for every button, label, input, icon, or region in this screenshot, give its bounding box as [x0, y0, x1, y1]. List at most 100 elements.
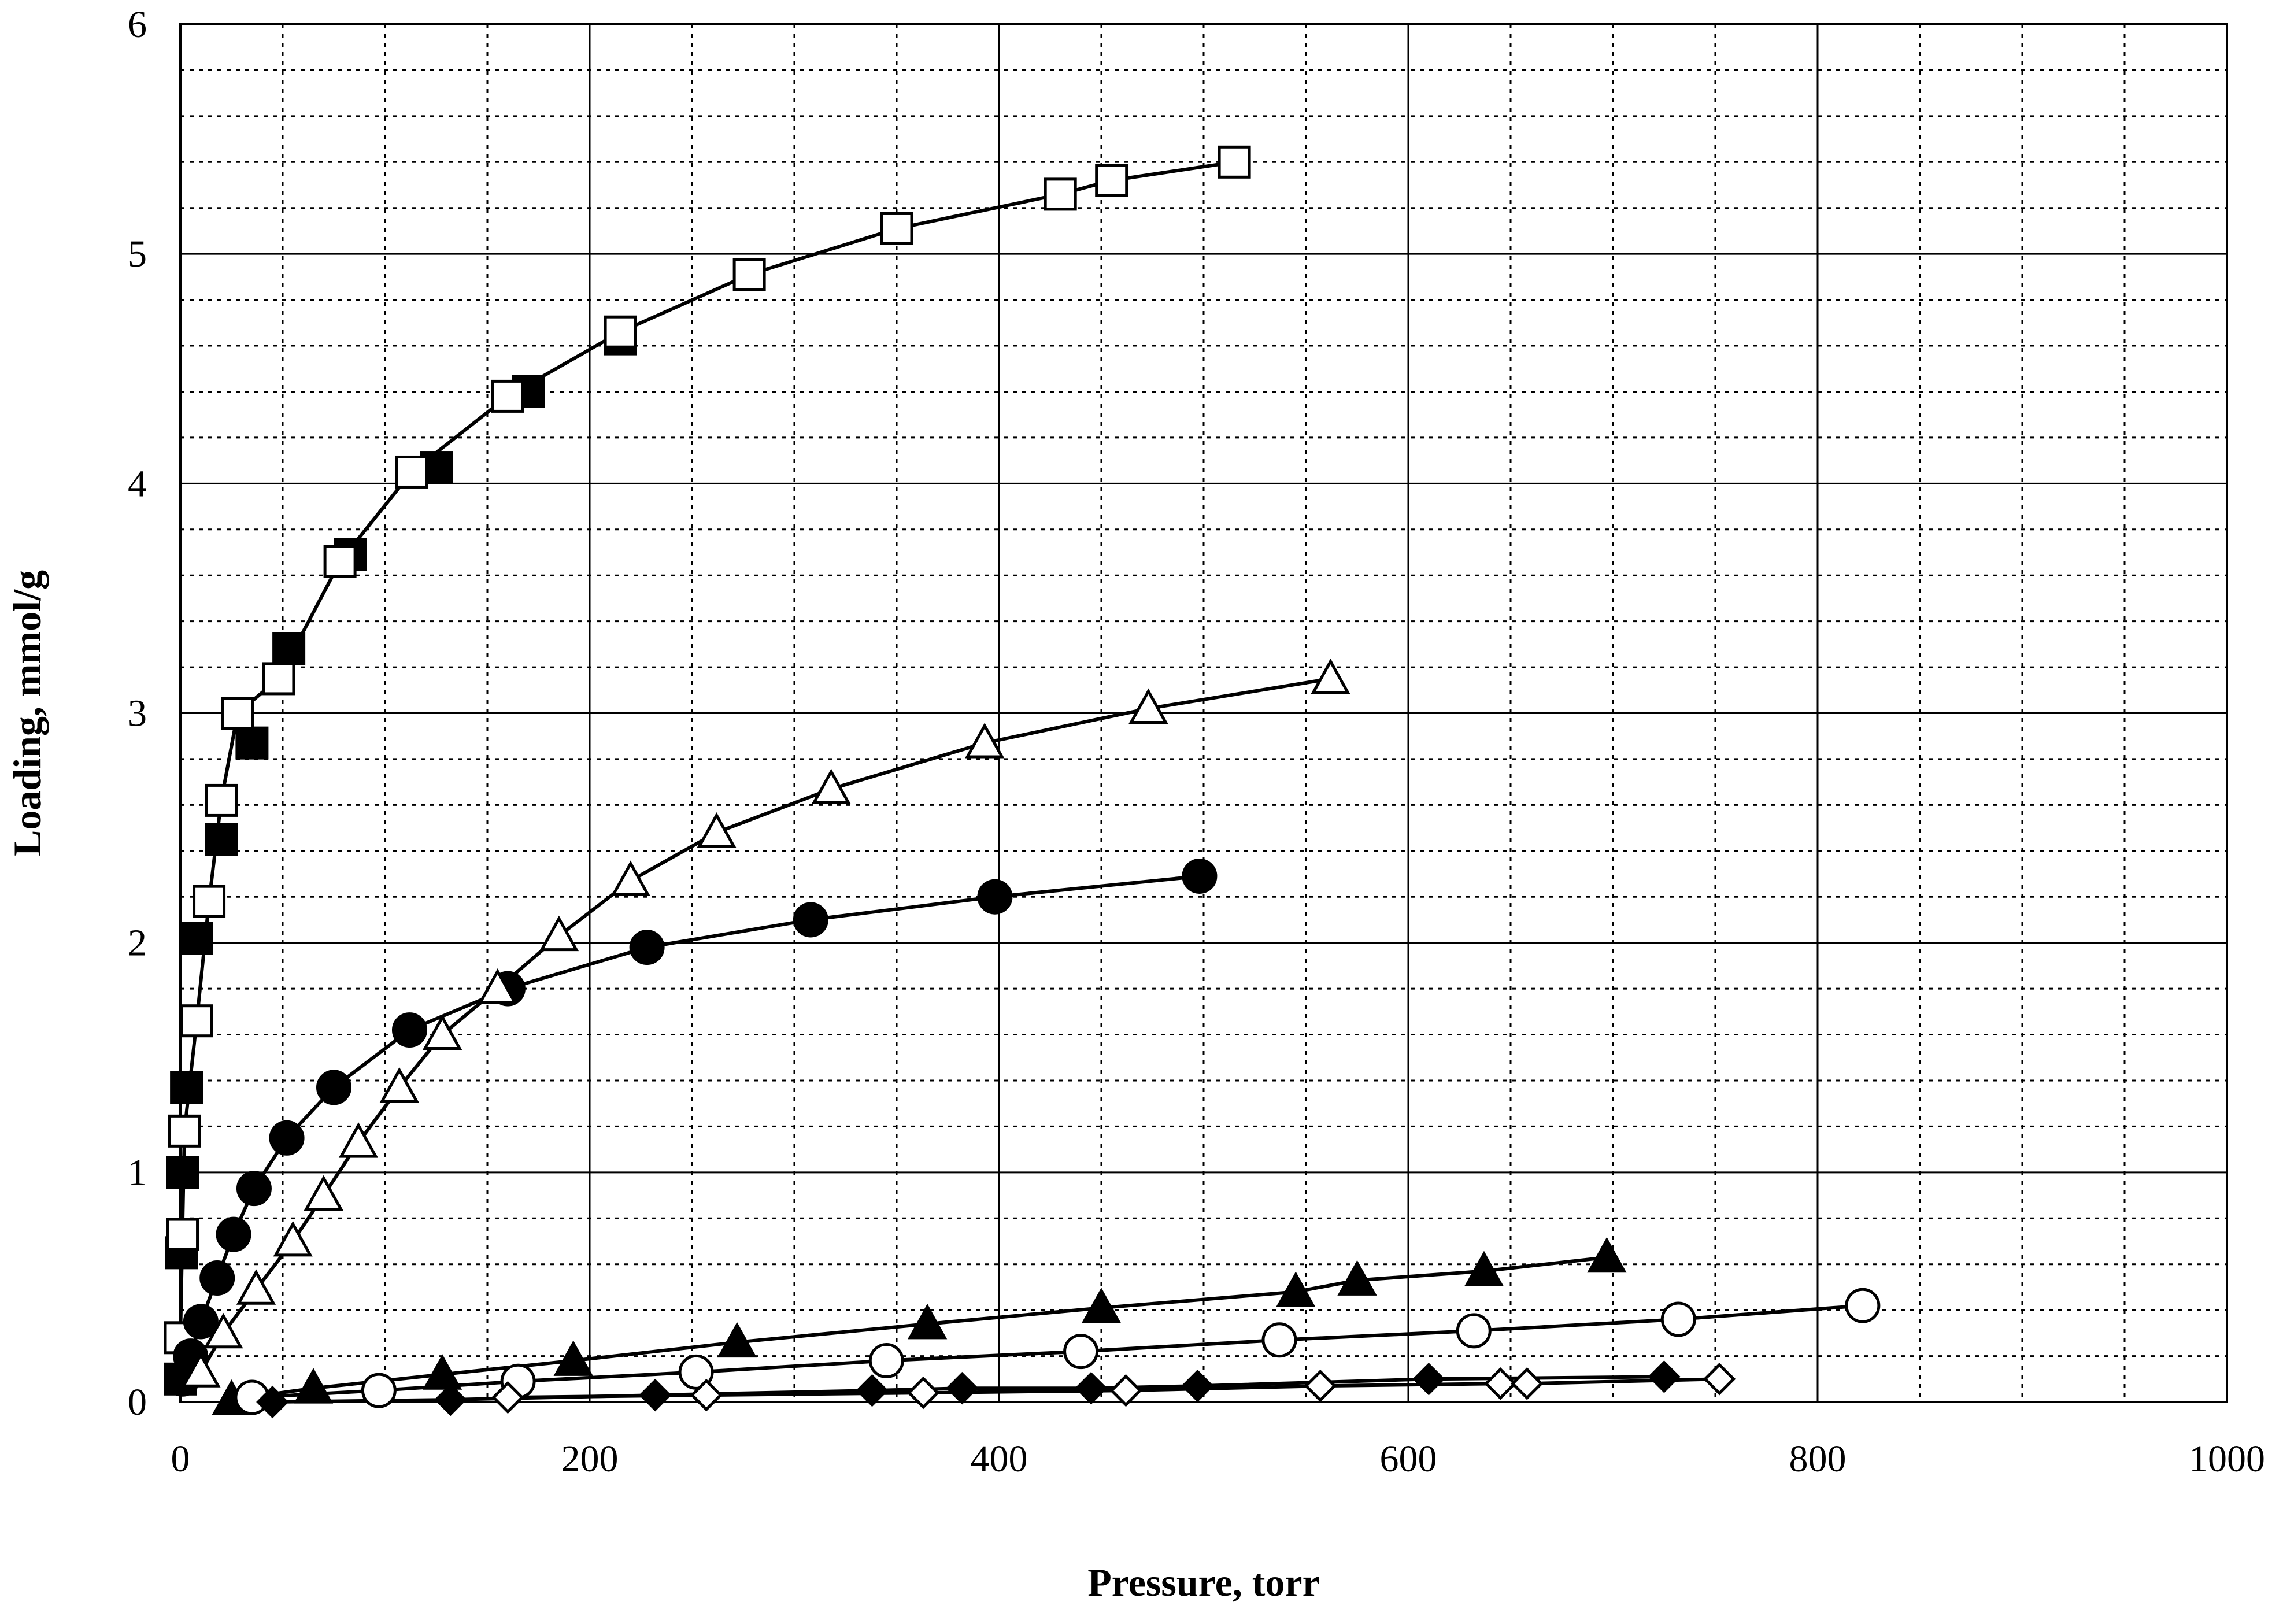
open-diamond-point [1511, 1367, 1544, 1400]
filled-triangle-point [1587, 1237, 1627, 1273]
filled-triangle-point [293, 1368, 334, 1404]
series-line-6 [251, 1304, 1863, 1400]
open-square-point [1218, 145, 1251, 179]
x-tick-label: 200 [561, 1438, 619, 1480]
open-square-point [262, 662, 295, 696]
filled-diamond-point [1181, 1369, 1214, 1403]
open-triangle-point [338, 1122, 379, 1158]
filled-triangle-point [422, 1354, 462, 1390]
filled-diamond-point [856, 1374, 889, 1407]
open-circle-point [1660, 1301, 1696, 1337]
x-tick-label: 800 [1789, 1438, 1847, 1480]
open-triangle-point [236, 1269, 276, 1305]
filled-triangle-point [1081, 1288, 1122, 1323]
filled-circle-point [316, 1070, 351, 1105]
open-square-point [395, 455, 428, 489]
filled-circle-point [391, 1012, 427, 1048]
series-line-4 [199, 676, 1331, 1373]
x-tick-label: 600 [1380, 1438, 1437, 1480]
filled-circle-point [216, 1216, 251, 1252]
y-axis-title: Loading, mmol/g [5, 570, 49, 856]
y-tick-label: 5 [128, 233, 147, 275]
filled-diamond-point [256, 1385, 289, 1419]
open-square-point [180, 1004, 213, 1038]
open-square-point [1095, 164, 1128, 197]
open-triangle-point [478, 968, 517, 1004]
filled-circle-point [269, 1120, 305, 1156]
filled-circle-point [629, 930, 665, 965]
open-triangle-point [610, 860, 650, 896]
open-square-point [166, 1218, 199, 1251]
open-circle-point [1063, 1334, 1099, 1370]
filled-square-point [235, 726, 269, 760]
y-tick-label: 1 [128, 1152, 147, 1194]
open-triangle-point [811, 768, 851, 804]
open-circle-point [1845, 1288, 1881, 1323]
open-square-point [880, 212, 913, 245]
x-tick-label: 1000 [2189, 1438, 2265, 1480]
filled-square-point [170, 1071, 203, 1104]
open-square-point [323, 545, 357, 578]
series-2-markers [164, 145, 1251, 1355]
open-square-point [732, 258, 766, 291]
filled-circle-point [977, 879, 1013, 915]
open-triangle-point [1311, 658, 1350, 694]
y-tick-label: 2 [128, 922, 147, 964]
open-triangle-point [422, 1014, 462, 1050]
open-diamond-point [1484, 1367, 1517, 1400]
open-triangle-point [273, 1220, 313, 1257]
open-triangle-point [1128, 688, 1168, 724]
filled-square-point [180, 922, 213, 955]
open-square-point [604, 315, 637, 349]
filled-circle-point [236, 1171, 272, 1207]
filled-circle-point [183, 1304, 219, 1340]
filled-triangle-point [1464, 1251, 1504, 1287]
x-axis-title: Pressure, torr [1087, 1560, 1320, 1604]
open-square-point [221, 697, 254, 730]
open-circle-point [678, 1354, 714, 1390]
open-circle-point [361, 1373, 397, 1408]
filled-diamond-point [1075, 1371, 1108, 1405]
open-square-point [1044, 177, 1077, 211]
open-triangle-point [697, 812, 737, 848]
open-triangle-point [181, 1352, 221, 1388]
filled-diamond-point [1648, 1360, 1681, 1393]
series-6-markers [234, 1288, 1881, 1415]
filled-square-point [205, 823, 238, 856]
filled-circle-point [1182, 858, 1218, 894]
filled-square-point [272, 632, 306, 665]
filled-diamond-point [1412, 1363, 1445, 1396]
open-diamond-point [1703, 1363, 1736, 1396]
filled-triangle-point [907, 1303, 948, 1340]
series-7-markers [256, 1360, 1681, 1419]
series-line-3 [180, 874, 1200, 1380]
y-tick-label: 0 [128, 1381, 147, 1423]
filled-triangle-point [717, 1322, 757, 1358]
filled-triangle-point [1337, 1260, 1377, 1296]
series-5-markers [212, 1237, 1627, 1415]
open-triangle-point [379, 1067, 419, 1103]
open-square-point [168, 1114, 201, 1148]
series-8-markers [491, 1363, 1736, 1414]
x-tick-label: 0 [171, 1438, 190, 1480]
filled-triangle-point [553, 1340, 593, 1376]
filled-diamond-point [639, 1378, 672, 1412]
filled-triangle-point [1276, 1271, 1316, 1307]
filled-diamond-point [946, 1371, 979, 1405]
open-diamond-point [491, 1381, 524, 1414]
open-triangle-point [304, 1175, 343, 1211]
open-triangle-point [203, 1312, 243, 1349]
plot-grid [179, 23, 2228, 1403]
open-triangle-point [965, 723, 1005, 759]
tick-labels: 0 200 400 600 800 1000 0 1 2 3 4 5 6 [128, 3, 2265, 1480]
filled-circle-point [793, 902, 828, 938]
filled-square-point [166, 1156, 199, 1189]
series-line-2 [179, 160, 1235, 1338]
open-circle-point [868, 1343, 904, 1379]
series-4-markers [181, 658, 1350, 1388]
open-square-point [491, 379, 524, 413]
plot-frame [179, 23, 2228, 1403]
series-3-markers [165, 858, 1218, 1397]
series-layer [164, 145, 1881, 1419]
